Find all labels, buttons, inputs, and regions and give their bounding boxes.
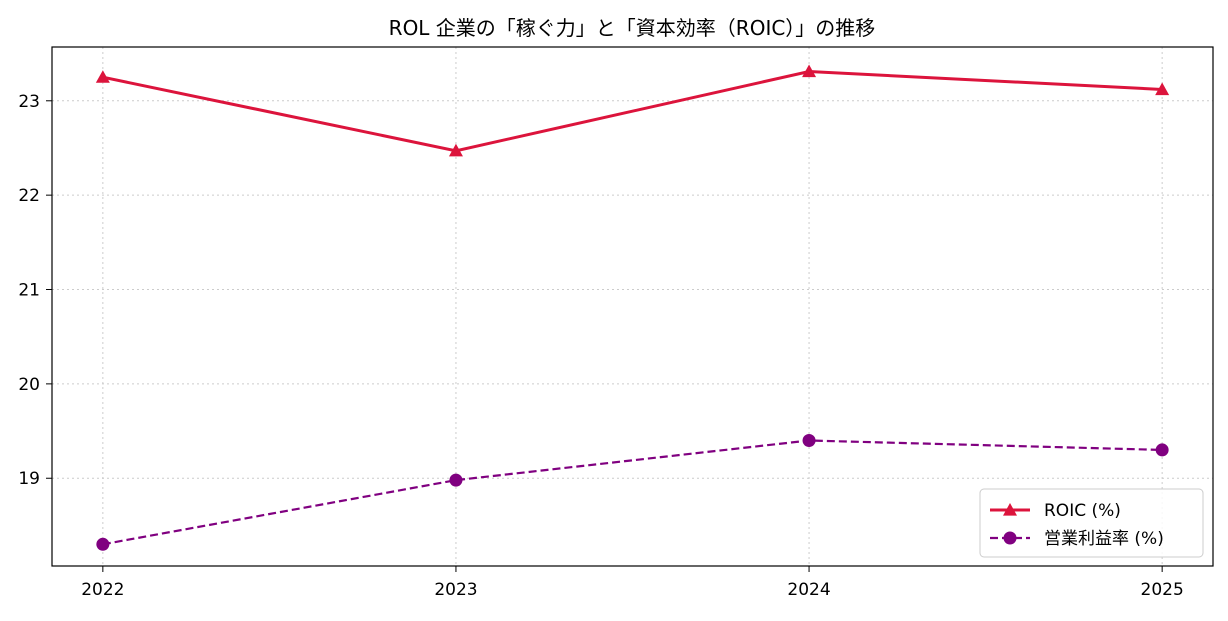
- y-tick-label: 22: [18, 186, 40, 206]
- series-line: [102, 70, 1163, 153]
- series: [95, 64, 1170, 157]
- data-point: [802, 433, 816, 447]
- x-tick-label: 2024: [787, 580, 830, 600]
- data-point: [96, 537, 110, 551]
- legend-item: 営業利益率 (%): [990, 529, 1164, 549]
- y-tick-label: 21: [18, 281, 40, 301]
- series-layer: [95, 64, 1170, 551]
- data-point: [1155, 443, 1169, 457]
- x-tick-label: 2023: [434, 580, 477, 600]
- data-point: [449, 473, 463, 487]
- data-point: [448, 143, 463, 157]
- chart-title: ROL 企業の「稼ぐ力」と「資本効率（ROIC）」の推移: [389, 16, 876, 40]
- legend-box: [979, 488, 1204, 558]
- data-point: [1155, 82, 1170, 96]
- x-tick-label: 2025: [1141, 580, 1184, 600]
- legend-label: ROIC (%): [1044, 501, 1121, 521]
- data-point: [1003, 503, 1017, 516]
- legend: ROIC (%) 営業利益率 (%): [979, 488, 1204, 558]
- grid: [52, 47, 1213, 566]
- data-point: [1003, 531, 1017, 545]
- x-tick-label: 2022: [81, 580, 124, 600]
- y-tick-label: 19: [18, 469, 40, 489]
- y-tick-label: 23: [18, 92, 40, 112]
- data-point: [95, 70, 110, 83]
- series: [96, 433, 1169, 551]
- plot-frame: [51, 46, 1214, 567]
- data-point: [802, 64, 817, 78]
- y-tick-label: 20: [18, 375, 40, 395]
- legend-item: ROIC (%): [990, 501, 1121, 521]
- series-line: [102, 439, 1163, 546]
- axes: 2022 2023 2024 2025 19 20 21 22 23: [18, 92, 1183, 600]
- legend-label: 営業利益率 (%): [1044, 529, 1164, 549]
